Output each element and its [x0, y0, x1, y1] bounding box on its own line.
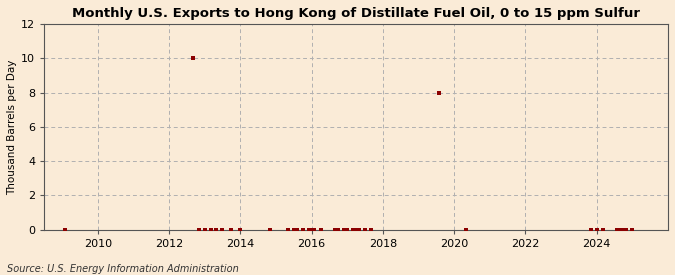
Point [306, 228, 317, 232]
Point [591, 228, 602, 232]
Point [612, 228, 623, 232]
Point [303, 228, 314, 232]
Point [585, 228, 596, 232]
Point [211, 228, 222, 232]
Point [354, 228, 364, 232]
Point [348, 228, 358, 232]
Point [615, 228, 626, 232]
Point [188, 56, 198, 60]
Point [291, 228, 302, 232]
Point [217, 228, 228, 232]
Point [309, 228, 320, 232]
Point [366, 228, 377, 232]
Point [460, 228, 471, 232]
Point [226, 228, 237, 232]
Title: Monthly U.S. Exports to Hong Kong of Distillate Fuel Oil, 0 to 15 ppm Sulfur: Monthly U.S. Exports to Hong Kong of Dis… [72, 7, 640, 20]
Point [627, 228, 638, 232]
Point [434, 90, 445, 95]
Point [265, 228, 275, 232]
Point [618, 228, 629, 232]
Point [282, 228, 293, 232]
Point [297, 228, 308, 232]
Point [333, 228, 344, 232]
Y-axis label: Thousand Barrels per Day: Thousand Barrels per Day [7, 59, 17, 194]
Text: Source: U.S. Energy Information Administration: Source: U.S. Energy Information Administ… [7, 264, 238, 274]
Point [193, 228, 204, 232]
Point [235, 228, 246, 232]
Point [59, 228, 70, 232]
Point [621, 228, 632, 232]
Point [360, 228, 371, 232]
Point [205, 228, 216, 232]
Point [288, 228, 299, 232]
Point [199, 228, 210, 232]
Point [339, 228, 350, 232]
Point [330, 228, 341, 232]
Point [597, 228, 608, 232]
Point [342, 228, 352, 232]
Point [351, 228, 362, 232]
Point [315, 228, 326, 232]
